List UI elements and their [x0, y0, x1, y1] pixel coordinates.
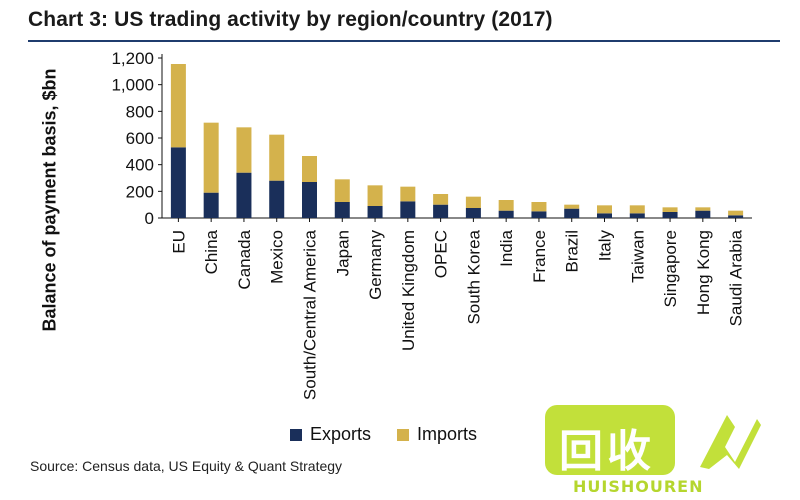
title-rule	[28, 40, 780, 42]
y-tick-label: 1,000	[111, 76, 154, 95]
bar-exports-3	[269, 180, 285, 218]
bar-imports-9	[465, 196, 481, 208]
x-tick-label: Singapore	[661, 230, 680, 308]
bar-imports-6	[367, 185, 383, 206]
x-tick-label: Germany	[366, 230, 385, 300]
bar-imports-0	[170, 64, 186, 148]
y-tick-label: 800	[126, 102, 154, 121]
x-tick-label: OPEC	[432, 230, 451, 278]
x-tick-label: Saudi Arabia	[727, 229, 746, 326]
bar-imports-15	[662, 207, 678, 212]
legend-label-exports: Exports	[310, 424, 372, 444]
x-tick-label: Japan	[333, 230, 352, 276]
chart-title: Chart 3: US trading activity by region/c…	[28, 8, 553, 31]
bar-imports-16	[695, 207, 711, 211]
x-tick-label: Mexico	[268, 230, 287, 284]
x-tick-label: China	[202, 229, 221, 274]
source-note: Source: Census data, US Equity & Quant S…	[30, 458, 343, 474]
bar-exports-6	[367, 206, 383, 218]
x-tick-label: India	[497, 229, 516, 266]
bar-imports-10	[498, 200, 514, 211]
bar-exports-1	[203, 192, 219, 218]
bar-exports-15	[662, 212, 678, 218]
y-tick-label: 600	[126, 129, 154, 148]
watermark-box	[545, 405, 675, 475]
bar-exports-17	[728, 215, 744, 218]
bar-exports-10	[498, 210, 514, 218]
y-tick-label: 400	[126, 156, 154, 175]
bar-imports-3	[269, 134, 285, 181]
watermark-logo: 回收 HUISHOUREN	[545, 405, 775, 496]
x-tick-label: EU	[169, 230, 188, 254]
legend: Exports Imports	[290, 424, 495, 445]
bar-imports-8	[433, 194, 449, 205]
bar-imports-14	[629, 205, 645, 214]
bar-exports-5	[334, 202, 350, 218]
bar-imports-1	[203, 122, 219, 193]
legend-label-imports: Imports	[417, 424, 478, 444]
bar-imports-5	[334, 179, 350, 202]
y-tick-label: 200	[126, 182, 154, 201]
x-tick-label: Canada	[235, 229, 254, 289]
bar-exports-0	[170, 147, 186, 218]
bar-exports-14	[629, 213, 645, 218]
x-tick-label: South/Central America	[301, 229, 320, 400]
legend-item-exports: Exports	[290, 424, 371, 445]
bar-imports-4	[302, 156, 317, 182]
x-tick-label: Taiwan	[628, 230, 647, 283]
watermark-subtext: HUISHOUREN	[573, 477, 704, 496]
y-tick-label: 1,200	[111, 49, 154, 68]
watermark-text: 回收	[559, 426, 655, 477]
bar-exports-8	[433, 204, 449, 218]
bar-exports-9	[465, 208, 481, 218]
legend-swatch-imports	[397, 428, 410, 441]
bar-imports-13	[597, 205, 612, 214]
bar-imports-2	[236, 127, 252, 173]
x-tick-label: Brazil	[563, 230, 582, 273]
legend-item-imports: Imports	[397, 424, 477, 445]
bar-exports-13	[597, 213, 612, 218]
bar-exports-4	[302, 182, 317, 218]
bar-exports-2	[236, 172, 252, 218]
bar-imports-12	[564, 204, 580, 209]
bar-imports-17	[728, 210, 744, 216]
x-tick-label: Hong Kong	[694, 230, 713, 315]
bar-imports-11	[531, 202, 547, 212]
x-tick-label: United Kingdom	[399, 230, 418, 351]
x-tick-label: South Korea	[464, 229, 483, 324]
bar-imports-7	[400, 186, 416, 202]
legend-swatch-exports	[290, 428, 302, 441]
x-tick-label: Italy	[596, 230, 615, 262]
bar-exports-12	[564, 208, 580, 218]
watermark-mark-icon	[700, 415, 761, 469]
bar-exports-7	[400, 201, 416, 218]
x-tick-label: France	[530, 230, 549, 283]
bar-exports-16	[695, 210, 711, 218]
bar-exports-11	[531, 211, 547, 218]
y-tick-label: 0	[145, 209, 154, 228]
bar-chart: 0 200 400 600 800 1,000 1,200 EU China Canada Mexi…	[111, 49, 752, 400]
